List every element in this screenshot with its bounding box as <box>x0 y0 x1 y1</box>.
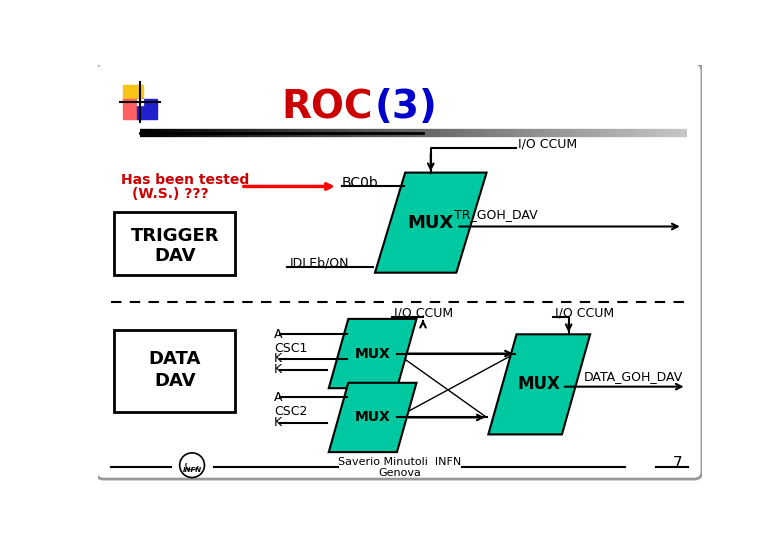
Text: K: K <box>275 363 282 376</box>
Text: ROC: ROC <box>281 88 373 126</box>
Text: TR_GOH_DAV: TR_GOH_DAV <box>454 208 537 221</box>
Text: DAV: DAV <box>154 372 196 389</box>
Text: MUX: MUX <box>355 410 391 424</box>
Bar <box>123 85 144 105</box>
Polygon shape <box>328 383 417 452</box>
Text: DAV: DAV <box>154 247 196 265</box>
Text: 7: 7 <box>672 456 682 471</box>
Text: (3): (3) <box>375 88 438 126</box>
Text: A: A <box>275 328 282 341</box>
Text: Saverio Minutoli  INFN: Saverio Minutoli INFN <box>338 457 462 467</box>
Text: BC0b: BC0b <box>342 176 378 190</box>
Text: A: A <box>275 391 282 404</box>
Text: K: K <box>275 416 282 429</box>
Text: MUX: MUX <box>355 347 391 361</box>
Text: INFN: INFN <box>183 467 201 473</box>
Text: MUX: MUX <box>408 214 454 232</box>
Text: Has been tested: Has been tested <box>121 173 249 187</box>
Text: MUX: MUX <box>518 375 561 393</box>
Text: CSC1: CSC1 <box>275 342 307 355</box>
Bar <box>123 99 144 119</box>
Text: I/O CCUM: I/O CCUM <box>394 306 452 319</box>
Bar <box>137 99 158 119</box>
Polygon shape <box>488 334 590 434</box>
Text: DATA_GOH_DAV: DATA_GOH_DAV <box>584 370 683 383</box>
Text: TRIGGER: TRIGGER <box>131 227 219 245</box>
Text: I/O CCUM: I/O CCUM <box>519 138 577 151</box>
FancyBboxPatch shape <box>114 330 236 412</box>
Text: (W.S.) ???: (W.S.) ??? <box>133 187 209 201</box>
Text: IDLEb/ON: IDLEb/ON <box>289 256 349 269</box>
Text: CSC2: CSC2 <box>275 405 307 418</box>
FancyBboxPatch shape <box>96 63 702 479</box>
Text: I/O CCUM: I/O CCUM <box>555 306 614 319</box>
Text: DATA: DATA <box>149 350 201 368</box>
Text: K: K <box>275 353 282 366</box>
FancyBboxPatch shape <box>114 212 236 275</box>
Polygon shape <box>375 173 487 273</box>
Bar <box>137 99 144 105</box>
Polygon shape <box>328 319 417 388</box>
Text: Genova: Genova <box>378 468 421 478</box>
